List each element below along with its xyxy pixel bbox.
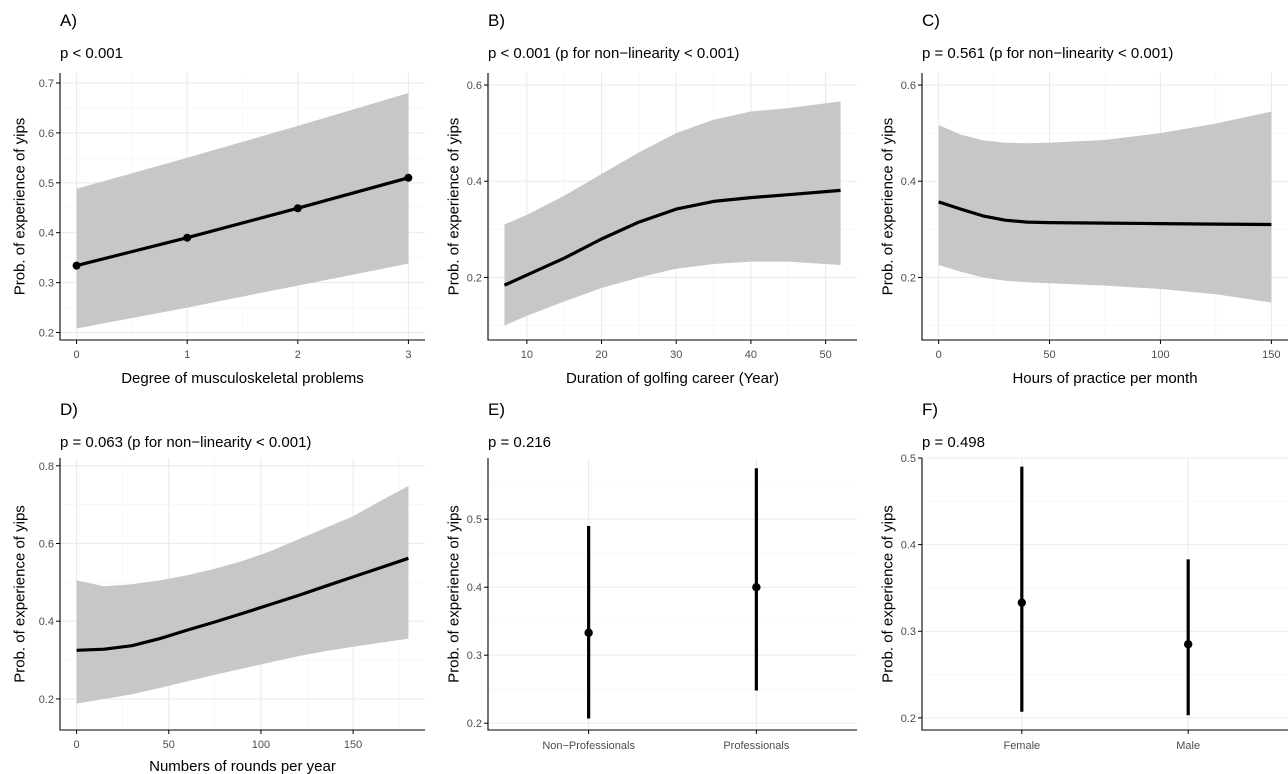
- y-tick-label: 0.2: [901, 272, 916, 284]
- y-tick-label: 0.6: [39, 128, 54, 140]
- y-tick-label: 0.5: [467, 514, 482, 526]
- y-tick-label: 0.2: [467, 718, 482, 730]
- estimate-point: [1183, 640, 1193, 649]
- panel-subtitle: p < 0.001 (p for non−linearity < 0.001): [488, 45, 739, 62]
- x-tick-label: 100: [252, 739, 270, 751]
- y-tick-label: 0.5: [901, 453, 916, 465]
- x-tick-label: 150: [344, 739, 362, 751]
- data-point: [293, 204, 302, 213]
- chart-panel-c: 0.2 0.4 0.6 0 50 100 150 Hours of practice per …: [880, 11, 1288, 387]
- chart-panel-a: 0.2 0.3 0.4 0.5 0.6 0.7 0 1 2 3 Degree of musculos…: [12, 11, 425, 387]
- y-tick-label: 0.4: [39, 616, 54, 628]
- estimate-point: [584, 628, 593, 637]
- confidence-band: [76, 486, 409, 704]
- estimate-line: [76, 176, 409, 268]
- x-tick-label: 100: [1151, 349, 1169, 361]
- y-tick-label: 0.3: [39, 278, 54, 290]
- y-tick-label: 0.2: [467, 272, 482, 284]
- panel-letter: A): [60, 11, 77, 30]
- y-axis-title: Prob. of experience of yips: [12, 505, 29, 683]
- y-tick-label: 0.4: [467, 176, 482, 188]
- data-point: [183, 233, 192, 242]
- y-tick-label: 0.3: [467, 650, 482, 662]
- x-tick-label: 20: [595, 349, 607, 361]
- panel-subtitle: p < 0.001: [60, 45, 123, 62]
- chart-panel-b: 0.2 0.4 0.6 10 20 30 40 50 Duration of golfing c…: [446, 11, 857, 387]
- y-tick-label: 0.8: [39, 461, 54, 473]
- y-tick-label: 0.6: [39, 538, 54, 550]
- x-tick-label: 1: [184, 349, 190, 361]
- confidence-band: [938, 111, 1272, 303]
- x-tick-label: 50: [820, 349, 832, 361]
- y-axis-title: Prob. of experience of yips: [446, 505, 463, 683]
- x-tick-label: 10: [521, 349, 533, 361]
- y-tick-label: 0.7: [39, 78, 54, 90]
- estimate-point: [752, 583, 761, 592]
- x-axis-title: Hours of practice per month: [1012, 370, 1197, 387]
- y-axis-title: Prob. of experience of yips: [880, 118, 897, 296]
- estimate-line: [503, 188, 841, 287]
- y-tick-label: 0.3: [901, 626, 916, 638]
- y-tick-label: 0.6: [467, 80, 482, 92]
- y-tick-label: 0.4: [901, 176, 916, 188]
- panel-subtitle: p = 0.216: [488, 434, 551, 451]
- y-tick-label: 0.5: [39, 178, 54, 190]
- data-point: [404, 173, 413, 182]
- x-tick-label: Female: [1003, 740, 1040, 752]
- y-axis-title: Prob. of experience of yips: [12, 118, 29, 296]
- panel-subtitle: p = 0.498: [922, 434, 985, 451]
- panel-letter: D): [60, 400, 78, 419]
- estimate-point: [1017, 598, 1027, 607]
- panel-letter: F): [922, 400, 938, 419]
- x-tick-label: 2: [295, 349, 301, 361]
- y-tick-label: 0.6: [901, 80, 916, 92]
- panel-subtitle: p = 0.063 (p for non−linearity < 0.001): [60, 434, 311, 451]
- confidence-band: [76, 93, 409, 329]
- x-axis-title: Numbers of rounds per year: [149, 758, 336, 774]
- y-tick-label: 0.4: [39, 228, 54, 240]
- x-tick-label: Professionals: [723, 740, 790, 752]
- y-tick-label: 0.2: [39, 328, 54, 340]
- x-tick-label: 50: [1043, 349, 1055, 361]
- x-tick-label: Male: [1176, 740, 1200, 752]
- data-point: [72, 261, 81, 270]
- confidence-band: [504, 101, 841, 326]
- x-tick-label: 40: [745, 349, 757, 361]
- panel-letter: E): [488, 400, 505, 419]
- y-tick-label: 0.4: [467, 582, 482, 594]
- x-tick-label: 3: [405, 349, 411, 361]
- chart-panel-d: 0.2 0.4 0.6 0.8 0 50 100 150 Numbers of rounds p…: [12, 400, 425, 774]
- x-axis-title: Duration of golfing career (Year): [566, 370, 779, 387]
- x-tick-label: Non−Professionals: [542, 740, 635, 752]
- x-tick-label: 50: [163, 739, 175, 751]
- panel-subtitle: p = 0.561 (p for non−linearity < 0.001): [922, 45, 1173, 62]
- panel-letter: B): [488, 11, 505, 30]
- y-axis-title: Prob. of experience of yips: [880, 505, 897, 683]
- chart-panel-f: 0.2 0.3 0.4 0.5 Female Male Prob. of experienc…: [880, 400, 1288, 752]
- y-tick-label: 0.2: [901, 713, 916, 725]
- y-tick-label: 0.4: [901, 540, 916, 552]
- x-tick-label: 0: [74, 349, 80, 361]
- y-tick-label: 0.2: [39, 694, 54, 706]
- x-tick-label: 30: [670, 349, 682, 361]
- x-tick-label: 0: [936, 349, 942, 361]
- y-axis-title: Prob. of experience of yips: [446, 118, 463, 296]
- panel-letter: C): [922, 11, 940, 30]
- chart-panel-e: 0.2 0.3 0.4 0.5 Non−Professionals Professiona…: [446, 400, 857, 752]
- x-axis-title: Degree of musculoskeletal problems: [121, 370, 364, 387]
- x-tick-label: 150: [1262, 349, 1280, 361]
- estimate-line: [76, 556, 409, 652]
- x-tick-label: 0: [74, 739, 80, 751]
- estimate-line: [938, 200, 1272, 227]
